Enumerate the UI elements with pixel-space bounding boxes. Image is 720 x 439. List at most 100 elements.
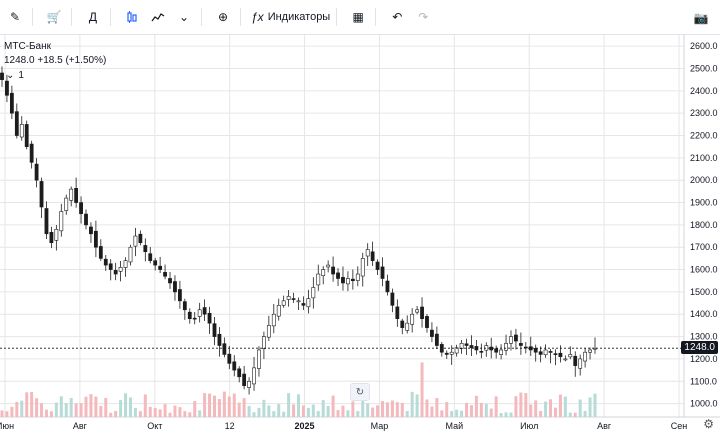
candle-body (548, 351, 553, 353)
candle-body (430, 329, 434, 337)
candle-body (69, 188, 74, 201)
volume-bar (390, 400, 394, 417)
candle-body (74, 188, 79, 203)
volume-bar (109, 412, 113, 417)
candle-body (518, 343, 523, 346)
candle-body (222, 343, 227, 355)
x-tick-label: Сен (671, 421, 688, 431)
candle-body (202, 307, 207, 315)
y-tick-label: 1000.0 (690, 399, 718, 409)
candle-body (128, 246, 133, 263)
candle-body (336, 272, 340, 279)
candles-svg (127, 11, 137, 23)
volume-bar (25, 392, 29, 417)
volume-bar (376, 405, 380, 417)
volume-bar (539, 410, 543, 417)
toolbar-divider (201, 8, 202, 26)
candle-body (59, 211, 64, 232)
volume-bar (583, 410, 587, 417)
y-tick-label: 1500.0 (690, 287, 718, 297)
candle-body (494, 348, 499, 353)
indicator-collapse[interactable]: ⌄ 1 (6, 70, 24, 81)
volume-bar (494, 396, 498, 417)
y-tick-label: 2500.0 (690, 64, 718, 74)
volume-bar (465, 402, 469, 417)
interval-button[interactable]: Д (88, 10, 98, 24)
candle-body (39, 181, 44, 208)
cart-icon[interactable]: 🛒 (46, 10, 62, 24)
indicators-icon: ƒx (251, 10, 264, 24)
volume-bar (247, 406, 251, 417)
reset-scale-icon[interactable]: ↻ (350, 383, 370, 401)
pencil-icon[interactable]: ✎ (9, 10, 21, 24)
candle-body (425, 316, 429, 328)
redo-icon[interactable]: ↷ (418, 10, 429, 24)
volume-bar (49, 411, 53, 417)
volume-bar (15, 402, 19, 417)
candle-body (49, 231, 54, 244)
legend-quote-row: 1248.0 +18.5 (+1.50%) (4, 54, 106, 68)
candle-body (469, 345, 474, 349)
volume-bar (489, 408, 493, 417)
volume-bar (455, 409, 459, 417)
undo-icon[interactable]: ↶ (392, 10, 403, 24)
settings-gear-icon[interactable]: ⚙ (703, 417, 714, 431)
toolbar-divider (110, 8, 111, 26)
volume-bar (385, 402, 389, 417)
volume-bar (588, 397, 592, 417)
y-tick-label: 1800.0 (690, 220, 718, 230)
volume-bar (212, 395, 216, 417)
layouts-grid-icon[interactable]: ▦ (352, 10, 364, 24)
symbol-name[interactable]: МТС-Банк (4, 41, 52, 52)
volume-bar (44, 409, 48, 417)
volume-bar (5, 411, 9, 417)
y-tick-label: 1200.0 (690, 354, 718, 364)
volume-bar (351, 401, 355, 417)
volume-bar (208, 393, 212, 417)
volume-bar (232, 393, 236, 417)
volume-bar (158, 409, 162, 417)
candle-body (509, 336, 513, 344)
x-tick-label: Июл (520, 421, 538, 431)
candle-body (499, 349, 504, 355)
volume-bar (519, 392, 523, 417)
candle-body (138, 233, 143, 244)
bars-svg (151, 13, 165, 22)
chevron-down-icon[interactable]: ⌄ (6, 70, 15, 81)
candle-body (365, 249, 370, 257)
candle-body (538, 351, 543, 355)
candle-body (573, 355, 578, 366)
volume-bar (336, 410, 340, 417)
candle-body (54, 229, 59, 241)
volume-bar (84, 396, 88, 417)
candle-body (143, 245, 148, 252)
chevron-down-icon[interactable]: ⌄ (178, 10, 190, 24)
candle-body (375, 261, 380, 270)
volume-bar (549, 399, 553, 417)
candles-icon[interactable] (121, 4, 143, 30)
chart-svg[interactable]: 2600.0 2500.0 2400.0 2300.0 2200.0 2100.0 2000… (0, 35, 720, 434)
volume-bar (94, 396, 98, 417)
volume-bar (361, 396, 365, 417)
chart-type-icon[interactable] (147, 4, 169, 30)
volume-bar (400, 402, 404, 417)
candle-body (543, 349, 548, 356)
candle-body (449, 351, 454, 355)
candle-body (420, 306, 424, 320)
indicators-button[interactable]: ƒx Индикаторы (251, 4, 330, 30)
candle-body (385, 280, 390, 293)
volume-bar (148, 406, 152, 417)
volume-bar (534, 400, 538, 417)
volume-bar (366, 403, 370, 417)
volume-bar (257, 407, 261, 417)
candle-body (291, 298, 296, 300)
chart-area[interactable]: 2600.0 2500.0 2400.0 2300.0 2200.0 2100.0 2000… (0, 35, 720, 434)
add-compare-icon[interactable]: ⊕ (217, 10, 229, 24)
candle-body (212, 323, 217, 337)
candle-body (504, 342, 508, 351)
volume-bar (381, 401, 385, 417)
candle-body (232, 361, 237, 371)
volume-bar (20, 400, 24, 417)
camera-icon[interactable]: 📷 (693, 11, 709, 25)
